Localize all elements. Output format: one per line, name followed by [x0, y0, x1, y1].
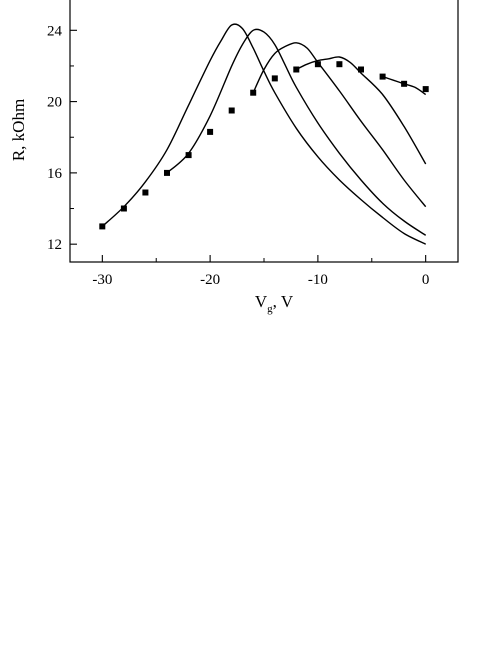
x-tick-label: 0	[422, 272, 430, 288]
data-point	[358, 66, 364, 73]
y-axis-label: R, kOhm	[9, 99, 28, 161]
x-axis-label-main: V	[255, 292, 268, 311]
series-line-3	[252, 42, 427, 208]
data-point	[185, 152, 192, 159]
data-point	[271, 75, 278, 82]
data-point	[164, 169, 170, 176]
data-point	[142, 189, 149, 196]
data-point	[314, 61, 321, 68]
data-point	[120, 205, 127, 212]
data-point	[293, 66, 300, 73]
data-point	[207, 128, 214, 135]
y-tick-label: 16	[47, 166, 63, 182]
data-point	[99, 223, 106, 230]
x-axis-label: Vg, V	[255, 292, 294, 315]
data-point	[401, 80, 408, 87]
x-tick-label: -10	[308, 272, 328, 288]
x-tick-label: -20	[200, 272, 220, 288]
data-point	[422, 86, 429, 93]
axes: -30 -20 -10 0 12 16 20 24	[47, 0, 459, 288]
data-point	[250, 89, 257, 96]
series-line-1	[101, 23, 427, 245]
plot-area	[99, 23, 429, 245]
series-line-4	[295, 56, 427, 165]
plot-frame	[69, 0, 459, 263]
x-tick-label: -30	[92, 272, 112, 288]
data-point	[379, 73, 386, 80]
x-axis-label-subscript: g	[267, 303, 273, 315]
data-point	[228, 107, 235, 114]
y-tick-label: 12	[47, 237, 62, 253]
y-tick-label: 20	[47, 95, 62, 111]
data-point	[336, 61, 343, 68]
y-tick-label: 24	[47, 23, 63, 39]
series-line-2	[166, 28, 427, 236]
x-axis-label-unit: , V	[273, 292, 294, 311]
